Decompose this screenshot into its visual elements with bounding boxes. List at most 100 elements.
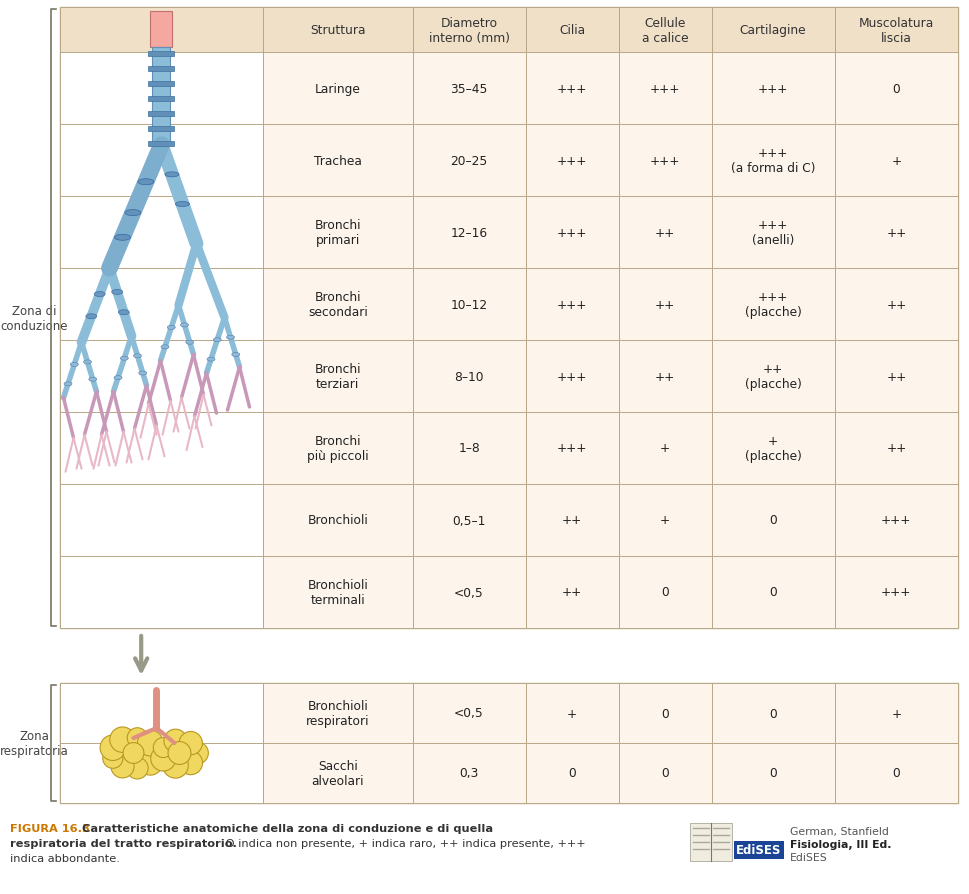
Bar [618, 269, 711, 341]
Text: 0: 0 [661, 767, 669, 780]
Bar [412, 125, 525, 197]
Text: Bronchioli: Bronchioli [307, 514, 368, 527]
Text: 0: 0 [891, 82, 899, 96]
Bar [711, 412, 834, 485]
Text: Laringe: Laringe [315, 82, 360, 96]
Ellipse shape [227, 336, 234, 340]
Text: <0,5: <0,5 [453, 586, 484, 599]
Bar [618, 485, 711, 556]
Text: +++: +++ [649, 155, 679, 167]
Text: Bronchioli
respiratori: Bronchioli respiratori [305, 699, 369, 727]
Bar [60, 485, 263, 556]
Text: ++: ++ [886, 442, 906, 455]
Bar [263, 485, 412, 556]
Text: Cilia: Cilia [558, 24, 584, 37]
Bar [150, 12, 172, 47]
Bar [263, 683, 412, 743]
Bar [148, 112, 174, 116]
Bar [263, 125, 412, 197]
Bar [148, 81, 174, 87]
Bar [618, 341, 711, 412]
Text: ++: ++ [654, 370, 674, 383]
Ellipse shape [175, 202, 189, 207]
Text: Bronchi
primari: Bronchi primari [314, 219, 360, 247]
Bar [525, 197, 618, 269]
Text: +++
(anelli): +++ (anelli) [751, 219, 794, 247]
Circle shape [153, 738, 173, 758]
Text: 35–45: 35–45 [450, 82, 487, 96]
Ellipse shape [120, 357, 128, 361]
Circle shape [109, 727, 135, 753]
Text: Bronchi
terziari: Bronchi terziari [314, 363, 360, 391]
Bar [834, 8, 957, 53]
Ellipse shape [85, 315, 97, 319]
Text: +++: +++ [556, 82, 586, 96]
Bar [148, 67, 174, 72]
Text: Bronchioli
terminali: Bronchioli terminali [307, 578, 368, 606]
Bar [525, 8, 618, 53]
Text: 0: 0 [661, 707, 669, 720]
Bar [263, 8, 412, 53]
Text: Caratteristiche anatomiche della zona di conduzione e di quella: Caratteristiche anatomiche della zona di… [78, 823, 492, 833]
Text: +++: +++ [880, 586, 911, 599]
Ellipse shape [114, 376, 122, 380]
Text: 8–10: 8–10 [453, 370, 484, 383]
Bar [834, 556, 957, 628]
Bar [60, 8, 263, 53]
Text: ++: ++ [886, 370, 906, 383]
Circle shape [100, 735, 125, 761]
Bar [711, 341, 834, 412]
Bar [525, 743, 618, 803]
Bar [412, 556, 525, 628]
Text: +: + [567, 707, 577, 720]
Text: +++: +++ [880, 514, 911, 527]
Ellipse shape [94, 292, 105, 297]
Text: +++
(placche): +++ (placche) [744, 291, 800, 318]
Bar [834, 53, 957, 125]
Bar [60, 125, 263, 197]
Bar [834, 341, 957, 412]
Text: +: + [659, 514, 670, 527]
Bar [834, 269, 957, 341]
Text: <0,5: <0,5 [453, 707, 484, 720]
Bar [60, 53, 263, 125]
Bar [618, 743, 711, 803]
Bar [525, 556, 618, 628]
Bar [412, 412, 525, 485]
Ellipse shape [165, 173, 179, 178]
Bar [711, 683, 834, 743]
Text: Fisiologia, III Ed.: Fisiologia, III Ed. [789, 839, 891, 849]
Ellipse shape [88, 378, 97, 382]
Bar [60, 8, 957, 628]
Ellipse shape [185, 341, 194, 345]
Bar [525, 412, 618, 485]
Circle shape [127, 728, 147, 748]
Ellipse shape [70, 363, 78, 367]
Text: respiratoria del tratto respiratorio.: respiratoria del tratto respiratorio. [10, 838, 236, 848]
Ellipse shape [111, 290, 122, 295]
Ellipse shape [167, 326, 175, 330]
Bar [412, 8, 525, 53]
Text: 0,5–1: 0,5–1 [452, 514, 485, 527]
Text: German, Stanfield: German, Stanfield [789, 826, 888, 836]
Text: +++: +++ [649, 82, 679, 96]
Circle shape [110, 755, 134, 778]
Circle shape [178, 751, 203, 775]
Text: 0: 0 [768, 707, 776, 720]
Bar [618, 8, 711, 53]
Ellipse shape [125, 210, 141, 216]
Bar [263, 412, 412, 485]
Circle shape [168, 742, 191, 764]
Ellipse shape [64, 383, 72, 386]
Bar [711, 269, 834, 341]
Text: Trachea: Trachea [314, 155, 361, 167]
Bar [60, 683, 263, 743]
Text: indica abbondante.: indica abbondante. [10, 853, 120, 863]
Ellipse shape [232, 353, 239, 357]
Bar [148, 97, 174, 102]
Circle shape [138, 730, 163, 756]
Text: 0: 0 [768, 514, 776, 527]
Bar [618, 412, 711, 485]
Bar [834, 683, 957, 743]
Circle shape [103, 748, 123, 769]
